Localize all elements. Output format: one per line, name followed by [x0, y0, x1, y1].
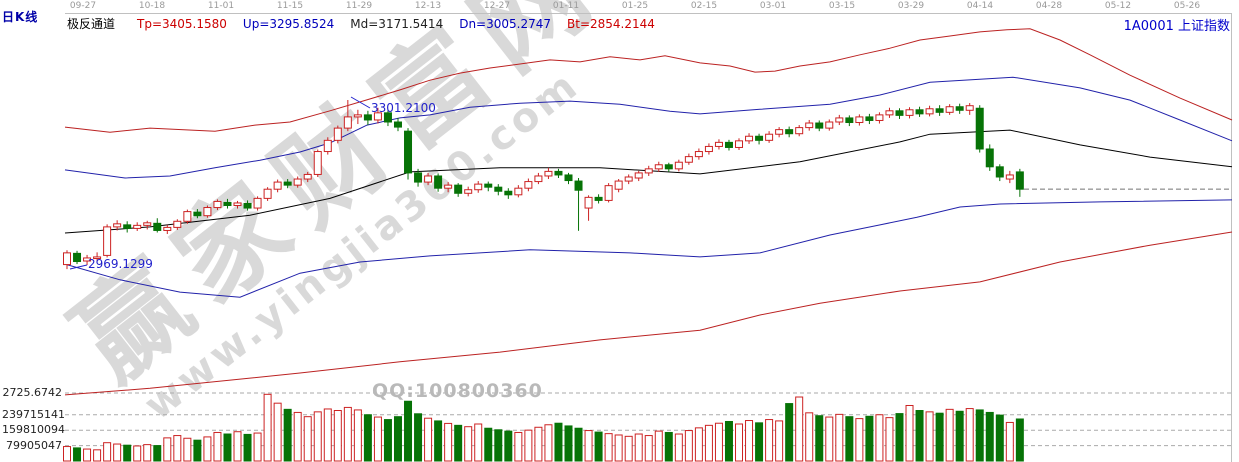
x-axis-date-label: 01-11 [552, 1, 580, 11]
x-axis-date-label: 03-29 [897, 1, 925, 11]
price-axis-label: 2725.6742 [2, 386, 63, 400]
indicator-row: 极反通道 Tp=3405.1580 Up=3295.8524 Md=3171.5414… [67, 15, 671, 32]
x-axis-date-label: 04-28 [1035, 1, 1063, 11]
x-axis-date-label: 05-12 [1104, 1, 1132, 11]
chart-type-label: 日K线 [2, 10, 39, 24]
indicator-value-md: Md=3171.5414 [350, 17, 444, 31]
volume-axis-label: 79905047 [6, 438, 62, 452]
watermark-qq: QQ:100800360 [372, 380, 543, 402]
x-axis-date-label: 02-15 [690, 1, 718, 11]
x-axis-date-label: 11-01 [207, 1, 235, 11]
x-axis-date-label: 03-15 [828, 1, 856, 11]
x-axis-date-label: 05-26 [1173, 1, 1201, 11]
indicator-value-up: Up=3295.8524 [242, 17, 335, 31]
x-axis-date-label: 03-01 [759, 1, 787, 11]
x-axis-date-label: 09-27 [69, 1, 97, 11]
volume-axis-label: 159810094 [2, 423, 65, 437]
price-annotation: 2969.1299 [88, 257, 153, 271]
x-axis-date-label: 10-18 [138, 1, 166, 11]
indicator-value-bt: Bt=2854.2144 [567, 17, 655, 31]
indicator-name: 极反通道 [67, 17, 116, 31]
indicator-value-dn: Dn=3005.2747 [459, 17, 551, 31]
x-axis-date-label: 11-15 [276, 1, 304, 11]
x-axis-date-label: 12-27 [483, 1, 511, 11]
volume-axis-label: 239715141 [2, 407, 65, 421]
x-axis-date-label: 04-14 [966, 1, 994, 11]
x-axis: 09-27 10-18 11-01 11-15 11-29 12-13 12-27 01-11… [0, 1, 1239, 13]
x-axis-date-label: 01-25 [621, 1, 649, 11]
x-axis-date-label: 12-13 [414, 1, 442, 11]
indicator-value-tp: Tp=3405.1580 [137, 17, 227, 31]
x-axis-date-label: 11-29 [345, 1, 373, 11]
price-annotation: 3301.2100 [371, 101, 436, 115]
symbol-label: 1A0001 上证指数 [1123, 19, 1230, 34]
